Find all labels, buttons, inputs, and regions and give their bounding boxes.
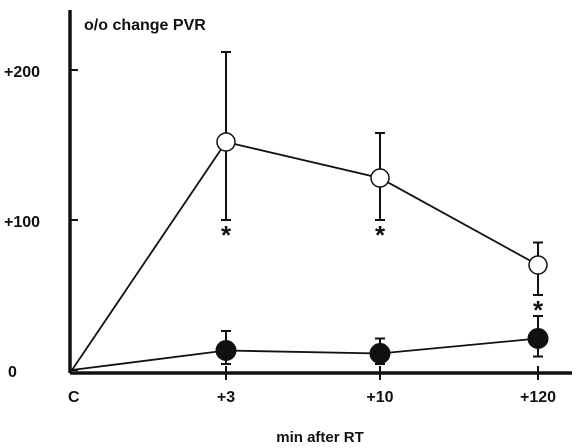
open-circle-point	[216, 132, 236, 152]
y-tick-label: +100	[4, 214, 40, 231]
y-tick-label: +200	[4, 64, 40, 81]
open-circle-point	[528, 255, 548, 275]
filled-circle-point	[527, 328, 549, 349]
y-tick-label: 0	[8, 364, 17, 381]
filled-circle-point	[215, 340, 237, 361]
significance-marker: *	[533, 295, 544, 325]
significance-marker: *	[375, 220, 386, 250]
x-axis-label: min after RT	[276, 429, 364, 446]
x-tick-label: +120	[520, 389, 556, 406]
significance-marker: *	[221, 220, 232, 250]
x-tick-label: +10	[366, 389, 393, 406]
filled-circle-point	[369, 343, 391, 364]
open-circle-point	[370, 168, 390, 188]
series-line-1	[71, 140, 539, 371]
y-axis-label: o/o change PVR	[84, 17, 206, 34]
series-line-2	[71, 337, 539, 371]
x-tick-label: C	[68, 389, 80, 406]
x-tick-label: +3	[217, 389, 235, 406]
